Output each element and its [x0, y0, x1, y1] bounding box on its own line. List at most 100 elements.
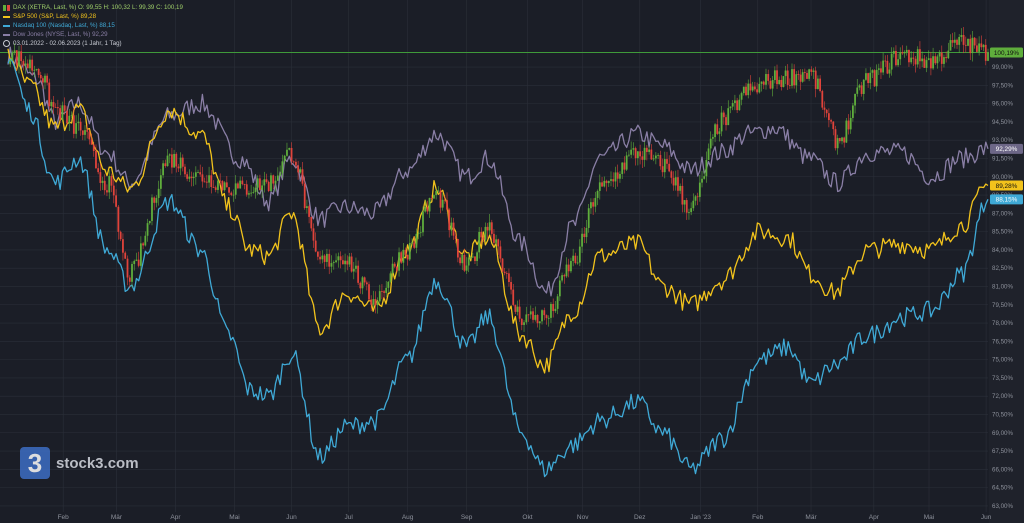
candle-body	[610, 179, 612, 181]
candle-body	[391, 263, 394, 274]
candle-body	[24, 63, 27, 66]
x-tick-label: Sep	[461, 514, 473, 521]
candle-body	[171, 154, 173, 168]
candle-body	[605, 180, 608, 184]
candle-body	[376, 301, 379, 306]
candle-body	[901, 52, 904, 54]
candle-body	[306, 206, 308, 208]
candle-body	[538, 321, 541, 324]
candle-body	[288, 147, 291, 150]
candle-body	[346, 260, 349, 265]
candle-body	[441, 199, 444, 208]
candle-body	[81, 130, 84, 135]
candle-body	[749, 83, 752, 91]
candle-body	[871, 70, 874, 73]
candle-body	[525, 314, 528, 323]
candle-body	[851, 105, 854, 118]
candle-body	[323, 255, 326, 262]
candle-body	[372, 299, 375, 305]
candle-body	[63, 105, 66, 111]
candle-body	[348, 256, 351, 265]
candle-body	[688, 212, 690, 213]
candle-body	[623, 162, 626, 170]
candle-body	[389, 273, 392, 282]
y-tick-label: 67,50%	[992, 448, 1013, 455]
candle-body	[666, 159, 668, 164]
candle-body	[827, 113, 830, 121]
candle-body	[925, 60, 928, 68]
candle-body	[773, 70, 776, 81]
candle-body	[188, 176, 191, 179]
candle-body	[882, 60, 885, 73]
candle-body	[705, 159, 708, 177]
candle-body	[499, 246, 502, 259]
x-tick-label: Okt	[522, 514, 532, 521]
candle-body	[370, 299, 373, 305]
y-tick-label: 82,50%	[992, 265, 1013, 272]
legend-item-dax[interactable]: DAX (XETRA, Last, %) O: 99,55 H: 100,32 …	[3, 3, 183, 12]
candle-body	[845, 120, 848, 143]
candle-body	[205, 181, 208, 183]
legend-period[interactable]: 03.01.2022 - 02.06.2023 (1 Jahr, 1 Tag)	[3, 39, 183, 48]
candle-body	[355, 265, 357, 269]
candle-body	[634, 148, 637, 159]
legend-item-dow[interactable]: Dow Jones (NYSE, Last, %) 92,29	[3, 30, 183, 39]
candle-body	[585, 227, 588, 238]
candle-body	[527, 314, 530, 316]
candle-body	[616, 172, 619, 179]
candle-body	[11, 53, 14, 61]
candle-body	[461, 254, 464, 264]
candle-body	[411, 242, 413, 244]
candle-body	[969, 38, 972, 54]
candle-body	[450, 222, 453, 231]
x-tick-label: Mai	[229, 514, 239, 521]
candle-body	[823, 107, 826, 110]
last-value-text: 100,19%	[994, 50, 1020, 57]
candle-body	[760, 81, 763, 84]
candle-body	[590, 202, 592, 209]
candle-body	[967, 38, 969, 46]
candle-body	[70, 115, 73, 117]
candle-body	[381, 291, 383, 292]
candle-body	[520, 318, 523, 325]
legend-item-nasdaq[interactable]: Nasdaq 100 (Nasdaq, Last, %) 88,15	[3, 21, 183, 30]
last-value-label: 92,29%	[990, 143, 1023, 154]
candle-body	[958, 36, 961, 45]
candle-body	[234, 183, 237, 195]
x-tick-label: Nov	[577, 514, 589, 521]
candle-body	[701, 178, 703, 183]
candle-body	[849, 117, 852, 130]
candle-body	[415, 233, 418, 248]
candle-body	[124, 252, 127, 259]
candle-body	[86, 130, 89, 132]
candle-body	[956, 39, 958, 45]
candle-body	[310, 216, 313, 229]
candle-body	[365, 282, 368, 285]
last-value-text: 88,15%	[996, 197, 1018, 204]
candle-body	[398, 252, 400, 271]
candle-body	[164, 163, 167, 167]
candle-body	[276, 175, 279, 181]
candle-body	[556, 296, 559, 309]
candle-body	[825, 109, 828, 114]
candle-body	[419, 232, 422, 234]
candle-body	[112, 185, 115, 196]
candle-body	[400, 252, 403, 263]
candle-body	[725, 117, 727, 126]
stock3-logo-mark: 3	[20, 447, 50, 479]
candle-body	[184, 166, 186, 175]
series-layer	[7, 26, 989, 478]
candle-body	[572, 255, 575, 261]
legend: DAX (XETRA, Last, %) O: 99,55 H: 100,32 …	[3, 3, 183, 48]
x-tick-label: Jul	[344, 514, 353, 521]
stock3-logo: 3 stock3.com	[20, 447, 139, 479]
candle-body	[947, 50, 950, 59]
candle-body	[186, 174, 189, 179]
candle-body	[767, 74, 770, 81]
candle-body	[153, 197, 156, 203]
candle-body	[339, 256, 342, 261]
candle-body	[838, 138, 841, 142]
candle-body	[905, 49, 908, 52]
legend-item-sp500[interactable]: S&P 500 (S&P, Last, %) 89,28	[3, 12, 183, 21]
